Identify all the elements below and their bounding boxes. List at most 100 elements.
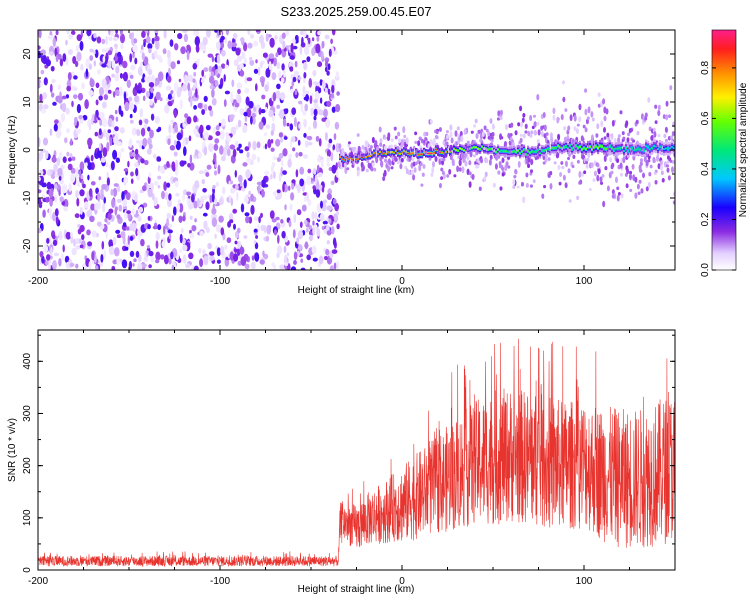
ridge-halo — [532, 179, 536, 184]
noise-blob — [153, 180, 159, 186]
ridge-halo — [466, 140, 470, 145]
ridge-halo — [533, 129, 537, 136]
ridge-halo — [585, 118, 589, 125]
ridge-halo — [378, 126, 382, 133]
noise-blob — [243, 179, 247, 189]
ridge-halo — [484, 171, 488, 178]
noise-blob — [67, 163, 73, 171]
ridge-halo — [524, 123, 528, 129]
noise-blob — [63, 206, 68, 212]
ridge-halo — [569, 114, 573, 122]
ridge-halo — [398, 138, 402, 144]
noise-blob — [205, 172, 210, 177]
noise-blob — [301, 36, 304, 46]
ridge-cell — [351, 159, 354, 161]
noise-blob — [272, 156, 278, 161]
noise-blob — [201, 69, 205, 77]
noise-blob — [308, 225, 313, 230]
ridge-cell — [381, 153, 384, 155]
noise-blob — [167, 49, 171, 60]
noise-blob — [216, 259, 221, 264]
noise-blob — [119, 30, 123, 36]
ridge-halo — [564, 108, 568, 112]
noise-blob — [234, 140, 239, 148]
noise-blob — [99, 111, 105, 120]
ridge-halo — [448, 168, 452, 175]
noise-blob — [174, 43, 179, 51]
noise-blob — [289, 123, 294, 131]
ridge-halo — [527, 130, 531, 137]
ridge-cell — [459, 147, 462, 150]
ridge-cell — [491, 148, 494, 150]
noise-blob — [237, 119, 242, 128]
ridge-halo — [578, 116, 582, 123]
noise-blob — [159, 97, 163, 102]
ridge-halo — [394, 135, 398, 140]
ridge-halo — [522, 133, 526, 139]
noise-blob — [88, 122, 92, 131]
ridge-halo — [365, 141, 369, 148]
noise-blob — [126, 210, 131, 215]
ridge-halo — [567, 125, 571, 131]
noise-blob — [182, 254, 187, 264]
ridge-halo — [383, 145, 387, 151]
noise-blob — [201, 195, 208, 201]
noise-blob — [315, 82, 320, 87]
ridge-halo — [584, 108, 588, 116]
noise-blob — [319, 213, 325, 222]
ridge-cell — [583, 147, 586, 149]
ridge-halo — [504, 124, 508, 131]
ridge-halo — [654, 180, 658, 185]
noise-blob — [142, 137, 148, 147]
noise-blob — [218, 197, 224, 206]
noise-blob — [137, 215, 142, 222]
noise-blob — [297, 230, 304, 240]
ridge-cell — [647, 146, 650, 149]
noise-blob — [79, 40, 84, 51]
noise-blob — [270, 139, 274, 144]
noise-blob — [219, 130, 225, 140]
noise-blob — [256, 104, 260, 109]
noise-blob — [244, 115, 248, 123]
ridge-halo — [499, 116, 503, 121]
noise-blob — [239, 149, 244, 154]
noise-blob — [218, 84, 223, 89]
noise-blob — [209, 75, 215, 84]
noise-blob — [38, 151, 44, 160]
ridge-halo — [382, 176, 386, 182]
noise-blob — [66, 85, 72, 92]
noise-blob — [46, 254, 51, 261]
noise-blob — [125, 226, 131, 231]
noise-blob — [267, 138, 272, 149]
noise-blob — [194, 180, 200, 189]
xtick-label: -200 — [28, 276, 48, 287]
noise-blob — [195, 44, 200, 53]
ridge-halo — [614, 176, 618, 184]
ridge-cell — [501, 150, 504, 152]
noise-blob — [194, 36, 200, 47]
noise-blob — [312, 168, 317, 175]
ridge-cell — [357, 158, 360, 160]
noise-blob — [194, 218, 197, 223]
noise-blob — [308, 234, 313, 242]
noise-blob — [327, 88, 331, 95]
noise-blob — [115, 229, 121, 234]
ridge-halo — [664, 126, 668, 133]
ridge-halo — [532, 114, 536, 118]
noise-blob — [269, 210, 275, 220]
noise-blob — [103, 129, 107, 138]
noise-blob — [168, 224, 172, 229]
noise-blob — [297, 184, 301, 194]
noise-blob — [146, 36, 151, 44]
noise-blob — [254, 242, 259, 250]
noise-blob — [89, 215, 95, 222]
ridge-halo — [522, 196, 526, 204]
noise-blob — [123, 91, 127, 102]
ridge-halo — [666, 167, 670, 173]
ridge-cell — [587, 146, 590, 148]
noise-blob — [74, 60, 79, 68]
ridge-halo — [432, 137, 436, 145]
noise-blob — [265, 124, 270, 129]
